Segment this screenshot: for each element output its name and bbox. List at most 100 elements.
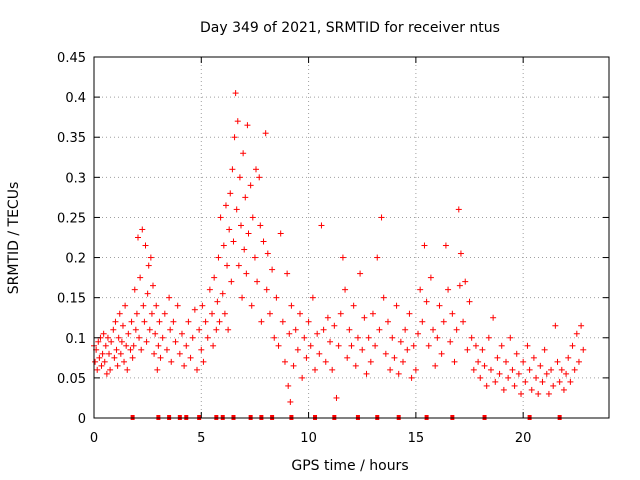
data-point	[101, 358, 108, 365]
data-point	[123, 342, 130, 349]
data-point	[242, 194, 249, 201]
data-point	[210, 342, 217, 349]
data-point	[134, 234, 141, 241]
data-point	[140, 302, 147, 309]
data-point	[350, 302, 357, 309]
data-point	[136, 334, 143, 341]
data-point	[183, 342, 190, 349]
data-point	[96, 354, 103, 361]
data-point	[440, 318, 447, 325]
data-point	[264, 250, 271, 257]
data-point	[199, 302, 206, 309]
data-point	[466, 298, 473, 305]
data-point	[161, 310, 168, 317]
data-point	[239, 294, 246, 301]
data-point	[142, 242, 149, 249]
data-point	[94, 366, 101, 373]
data-point	[124, 366, 131, 373]
data-point	[500, 386, 507, 393]
data-point	[382, 350, 389, 357]
data-point	[198, 346, 205, 353]
data-point	[262, 130, 269, 137]
data-point	[145, 262, 152, 269]
data-point	[430, 326, 437, 333]
data-point	[324, 314, 331, 321]
data-point	[417, 286, 424, 293]
data-point	[354, 334, 361, 341]
data-point	[543, 370, 550, 377]
data-point	[152, 330, 159, 337]
data-point	[485, 334, 492, 341]
data-point	[112, 318, 119, 325]
data-point	[226, 226, 233, 233]
data-point	[104, 334, 111, 341]
data-point	[266, 310, 273, 317]
data-point	[318, 222, 325, 229]
data-point	[114, 362, 121, 369]
data-point	[567, 378, 574, 385]
data-point	[400, 358, 406, 365]
data-point	[552, 322, 559, 329]
data-point	[260, 238, 267, 245]
data-point	[309, 294, 316, 301]
data-point	[155, 342, 162, 349]
data-point	[216, 318, 223, 325]
data-point	[333, 394, 340, 401]
data-point	[95, 338, 102, 345]
y-tick-label: 0.15	[57, 292, 86, 307]
data-point	[421, 242, 428, 249]
data-point	[98, 362, 105, 369]
data-point	[464, 346, 471, 353]
data-point	[290, 362, 297, 369]
data-point	[150, 282, 157, 289]
data-point	[143, 338, 150, 345]
data-point	[281, 358, 288, 365]
data-point	[215, 254, 222, 261]
data-point	[113, 346, 120, 353]
data-point	[554, 358, 561, 365]
data-point	[228, 278, 235, 285]
data-point	[331, 322, 338, 329]
data-point	[507, 334, 514, 341]
data-point	[408, 374, 415, 381]
data-point	[477, 374, 484, 381]
data-point	[178, 330, 185, 337]
data-point	[520, 358, 527, 365]
data-point	[513, 350, 520, 357]
data-point	[131, 286, 138, 293]
data-point	[569, 342, 576, 349]
data-point	[185, 318, 192, 325]
data-point	[139, 226, 146, 233]
data-point	[275, 342, 282, 349]
data-point	[232, 90, 239, 97]
data-point	[505, 374, 512, 381]
data-point	[132, 326, 139, 333]
data-point	[526, 366, 533, 373]
data-point	[460, 318, 467, 325]
data-point	[147, 254, 154, 261]
data-point	[565, 354, 572, 361]
data-point	[294, 346, 301, 353]
data-point	[391, 354, 398, 361]
data-point	[359, 346, 366, 353]
data-point	[312, 366, 319, 373]
data-point	[378, 214, 385, 221]
y-tick-label: 0.25	[57, 211, 86, 226]
data-point	[99, 350, 106, 357]
data-point	[243, 270, 250, 277]
data-point	[253, 166, 260, 173]
data-point	[144, 290, 151, 297]
data-point	[372, 342, 379, 349]
data-point	[423, 298, 430, 305]
data-point	[541, 346, 548, 353]
data-point	[163, 346, 170, 353]
data-point	[339, 254, 346, 261]
x-axis-label: GPS time / hours	[291, 458, 408, 474]
data-point	[314, 330, 321, 337]
data-point	[211, 274, 218, 281]
y-tick-label: 0.35	[57, 131, 86, 146]
data-point	[348, 342, 355, 349]
data-point	[445, 286, 452, 293]
data-point	[483, 382, 490, 389]
